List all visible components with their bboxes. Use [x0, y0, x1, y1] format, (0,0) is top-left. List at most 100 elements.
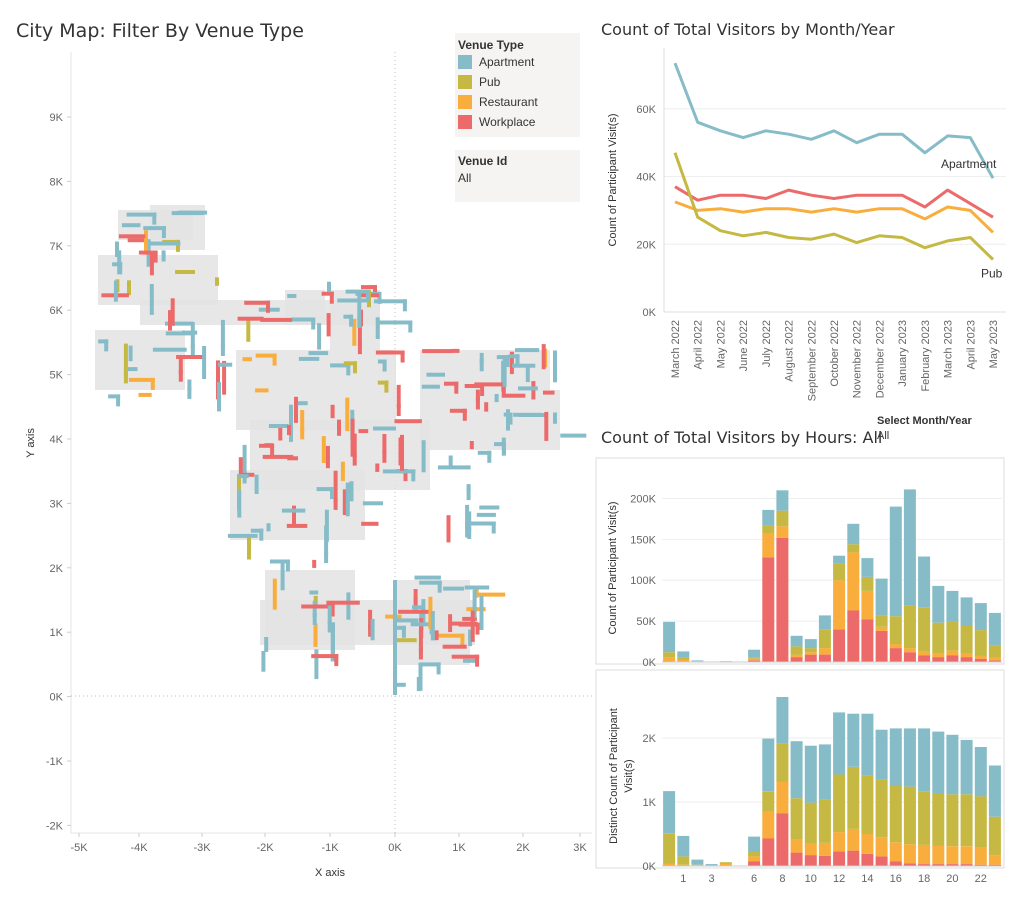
- venue-building-apartment: [116, 394, 121, 407]
- venue-building-workplace: [446, 515, 451, 543]
- venue-type-legend[interactable]: Venue Type Apartment Pub Restaurant Work…: [455, 33, 580, 137]
- hours-top-frame: [595, 457, 1005, 665]
- hours-bottom-bar-restaurant: [804, 843, 817, 856]
- hours-bottom-bar-apartment: [663, 791, 676, 834]
- venue-building-apartment: [421, 440, 426, 473]
- venue-building-restaurant: [300, 410, 305, 432]
- hours-top-bar-apartment: [776, 490, 789, 511]
- hours-top-bar-restaurant: [960, 653, 973, 658]
- hours-top-bar-restaurant: [847, 552, 860, 611]
- month-year-filter[interactable]: Select Month/Year All: [877, 415, 972, 442]
- venue-building-workplace: [509, 351, 514, 375]
- hours-bottom-bar-restaurant: [861, 834, 874, 854]
- venue-building-restaurant: [255, 388, 269, 393]
- venue-building-restaurant: [138, 392, 152, 397]
- venue-building-workplace: [286, 523, 308, 528]
- venue-building-workplace: [475, 397, 480, 410]
- venue-building-workplace: [396, 384, 401, 408]
- venue-building-apartment: [501, 437, 506, 448]
- venue-building-apartment: [227, 533, 258, 538]
- hours-bottom-bar-pub: [974, 796, 987, 848]
- line-y-tick-label: 20K: [636, 239, 656, 251]
- hours-top-bar-restaurant: [861, 590, 874, 620]
- venue-building-workplace: [325, 445, 330, 461]
- venue-building-workplace: [501, 393, 526, 398]
- hours-bottom-bar-pub: [988, 816, 1001, 856]
- venue-building-apartment: [161, 226, 166, 239]
- venue-building-apartment: [327, 281, 331, 293]
- hours-top-bar-workplace: [861, 619, 874, 662]
- venue-building-workplace: [475, 654, 480, 667]
- venue-building-workplace: [451, 348, 460, 353]
- hours-top-bar-restaurant: [889, 644, 902, 649]
- venue-building-workplace: [501, 382, 506, 395]
- legend-item-apartment[interactable]: Apartment: [458, 54, 534, 70]
- venue-building-apartment: [345, 289, 370, 294]
- venue-building-workplace: [422, 349, 453, 354]
- venue-building-restaurant: [144, 230, 148, 255]
- venue-building-apartment: [237, 490, 242, 518]
- venue-building-apartment: [468, 629, 473, 639]
- venue-building-apartment: [98, 339, 109, 344]
- venue-id-filter[interactable]: Venue Id All: [455, 150, 580, 202]
- venue-building-workplace: [301, 604, 335, 609]
- venue-building-apartment: [465, 521, 496, 526]
- hours-chart-title: Count of Total Visitors by Hours: All: [601, 428, 883, 447]
- hours-bottom-bar-workplace: [932, 864, 945, 866]
- legend-item-pub[interactable]: Pub: [458, 74, 500, 90]
- legend-item-workplace[interactable]: Workplace: [458, 114, 535, 130]
- venue-building-apartment: [401, 625, 406, 638]
- line-chart-title: Count of Total Visitors by Month/Year: [601, 20, 895, 39]
- venue-building-apartment: [182, 330, 198, 335]
- hours-bottom-bar-workplace: [960, 864, 973, 866]
- venue-building-apartment: [152, 347, 187, 352]
- venue-building-workplace: [266, 300, 270, 313]
- monthly-visitors-line-chart[interactable]: Count of Participant Visit(s) 0K 20K 40K 60…: [0, 0, 1016, 420]
- apartment-series-label: Apartment: [941, 157, 997, 171]
- hours-bottom-bar-pub: [918, 791, 931, 845]
- map-x-tick-label: 2K: [516, 842, 530, 854]
- venue-building-apartment: [553, 350, 557, 383]
- hours-bottom-bar-pub: [833, 774, 846, 833]
- hours-top-bar-apartment: [861, 558, 874, 577]
- map-y-tick-label: 5K: [50, 370, 64, 382]
- month-filter-value[interactable]: All: [877, 430, 890, 442]
- hours-top-bar-restaurant: [833, 580, 846, 630]
- line-y-tick-label: 40K: [636, 172, 656, 184]
- venue-building-workplace: [475, 622, 480, 635]
- hours-bottom-bar-apartment: [790, 741, 803, 799]
- venue-building-apartment: [477, 450, 492, 455]
- city-map[interactable]: -5K -4K -3K -2K -1K 0K 1K 2K 3K 9K 8K 7K 6K 5K 4K 3K 2K 1…: [0, 0, 600, 900]
- hours-bottom-bar-pub: [748, 851, 761, 857]
- hours-top-bar-pub: [861, 577, 874, 591]
- venue-building-apartment: [165, 331, 191, 336]
- hours-bottom-bar-apartment: [691, 859, 704, 865]
- venue-building-apartment: [314, 649, 319, 680]
- hours-top-bar-restaurant: [818, 648, 831, 655]
- hours-top-y-tick-label: 150K: [630, 534, 656, 546]
- hours-top-bar-restaurant: [663, 657, 676, 662]
- hours-top-bar-apartment: [903, 489, 916, 606]
- venue-building-restaurant: [352, 318, 357, 346]
- venue-building-apartment: [505, 355, 510, 368]
- hours-bottom-y-tick-label: 1K: [643, 797, 657, 809]
- hours-bottom-bar-workplace: [748, 861, 761, 866]
- hours-top-bar-apartment: [946, 590, 959, 622]
- line-x-tick-label: June 2022: [738, 320, 750, 371]
- venue-building-apartment: [324, 509, 329, 542]
- venue-building-workplace: [434, 630, 439, 641]
- legend-label: Apartment: [479, 55, 535, 69]
- venue-building-workplace: [444, 381, 459, 386]
- hours-bottom-bar-pub: [932, 793, 945, 846]
- legend-item-restaurant[interactable]: Restaurant: [458, 94, 538, 110]
- hours-top-bar-pub: [960, 626, 973, 653]
- venue-building-workplace: [153, 250, 158, 263]
- hours-bottom-bar-restaurant: [889, 842, 902, 862]
- hours-bottom-bar-apartment: [932, 731, 945, 793]
- hours-bottom-bar-workplace: [861, 853, 874, 866]
- venue-id-value[interactable]: All: [458, 171, 472, 185]
- map-x-axis-title: X axis: [315, 867, 345, 879]
- hours-top-y-tick-label: 0K: [643, 657, 657, 669]
- venue-building-apartment: [309, 590, 319, 595]
